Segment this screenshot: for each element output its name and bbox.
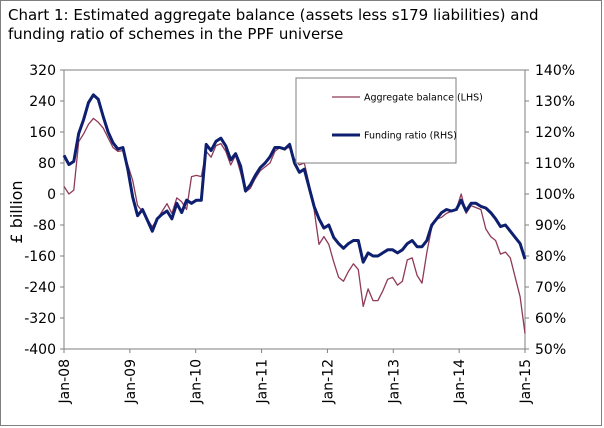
right-tick-label: 90%: [535, 218, 566, 234]
left-tick-label: 80: [38, 156, 56, 172]
chart-title: Chart 1: Estimated aggregate balance (as…: [8, 6, 539, 43]
x-tick-label: Jan-11: [255, 359, 271, 404]
right-tick-label: 80%: [535, 249, 566, 265]
right-tick-label: 120%: [535, 125, 575, 141]
right-tick-label: 140%: [535, 63, 575, 79]
legend-box: [295, 77, 457, 164]
legend-label-2: Funding ratio (RHS): [364, 131, 457, 142]
right-tick-label: 70%: [535, 280, 566, 296]
series-line-2: [62, 93, 527, 264]
legend-label-1: Aggregate balance (LHS): [364, 93, 483, 104]
right-tick-label: 110%: [535, 156, 575, 172]
series-group: [62, 93, 527, 334]
left-tick-label: -80: [33, 218, 56, 234]
x-tick-label: Jan-14: [452, 359, 468, 405]
x-tick-label: Jan-09: [123, 359, 139, 404]
right-tick-label: 100%: [535, 187, 575, 203]
x-tick-label: Jan-12: [320, 359, 336, 404]
left-tick-label: 0: [47, 187, 56, 203]
left-axis-ticks: 320 240 160 80 0 -80 -160 -240 -320 -400: [24, 63, 64, 358]
plot-area: [63, 69, 526, 350]
right-axis-ticks: 140% 130% 120% 110% 100% 90% 80% 70% 60% 50%: [525, 63, 575, 358]
left-tick-label: -240: [24, 280, 56, 296]
right-tick-label: 60%: [535, 311, 566, 327]
left-tick-label: 240: [29, 94, 56, 110]
x-tick-label: Jan-15: [518, 359, 534, 404]
left-tick-label: 320: [29, 63, 56, 79]
legend: Aggregate balance (LHS) Funding ratio (RH…: [295, 77, 483, 164]
x-axis-ticks: Jan-08 Jan-09 Jan-10 Jan-11 Jan-12 Jan-13 Jan-…: [57, 349, 534, 404]
right-tick-label: 50%: [535, 342, 566, 358]
left-tick-label: -400: [24, 342, 56, 358]
right-tick-label: 130%: [535, 94, 575, 110]
x-tick-label: Jan-08: [57, 359, 73, 404]
y-axis-label: £ billion: [7, 180, 26, 243]
left-tick-label: 160: [29, 125, 56, 141]
x-tick-label: Jan-10: [189, 359, 205, 404]
x-tick-label: Jan-13: [386, 359, 402, 404]
left-tick-label: -160: [24, 249, 56, 265]
left-tick-label: -320: [24, 311, 56, 327]
